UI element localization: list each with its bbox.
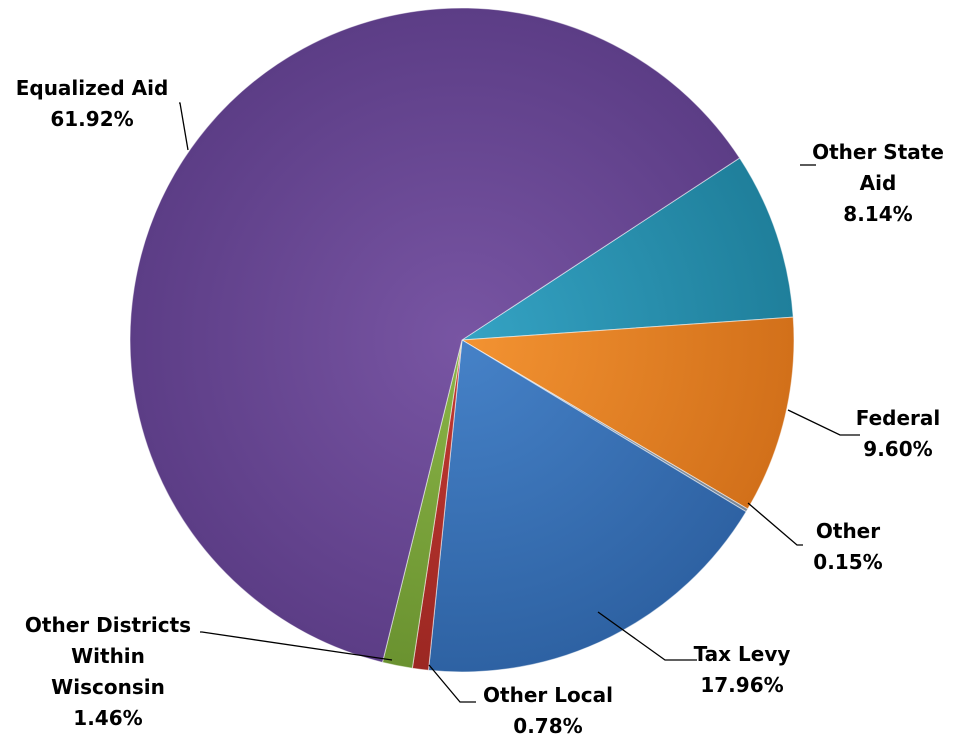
- slice-name-other-state-aid: Aid: [860, 171, 897, 195]
- slice-label-equalized-aid: Equalized Aid 61.92%: [16, 76, 169, 131]
- leader-line-other-districts-within-wisconsin: [200, 631, 393, 661]
- leader-line-federal: [787, 409, 860, 436]
- leader-lines: [179, 102, 860, 703]
- slice-label-federal: Federal 9.60%: [856, 406, 941, 461]
- slice-value-other: 0.15%: [813, 550, 882, 574]
- pie-slice-federal: [460, 316, 795, 510]
- slice-value-tax-levy: 17.96%: [700, 673, 783, 697]
- leader-line-other: [747, 502, 803, 546]
- pie-slice-tax-levy: [427, 339, 747, 673]
- slice-name-other-local: Other Local: [483, 683, 613, 707]
- slice-label-other: Other 0.15%: [813, 519, 882, 574]
- slice-name-federal: Federal: [856, 406, 941, 430]
- pie-slice-other-state-aid: [460, 157, 794, 341]
- slice-value-federal: 9.60%: [863, 437, 932, 461]
- slice-label-other-districts-within-wisconsin: Other Districts Within Wisconsin 1.46%: [25, 613, 191, 730]
- slice-name-other: Other: [816, 519, 880, 543]
- slice-name-other-districts-within-wisconsin: Within: [71, 644, 145, 668]
- slice-label-other-state-aid: Other State Aid 8.14%: [812, 140, 944, 226]
- leader-line-tax-levy: [597, 611, 697, 661]
- slice-label-other-local: Other Local 0.78%: [483, 683, 613, 738]
- slice-name-tax-levy: Tax Levy: [694, 642, 791, 666]
- leader-line-other-local: [428, 664, 476, 703]
- slice-name-equalized-aid: Equalized Aid: [16, 76, 169, 100]
- pie-slice-equalized-aid: [129, 7, 741, 663]
- slice-value-other-districts-within-wisconsin: 1.46%: [73, 706, 142, 730]
- slice-value-other-state-aid: 8.14%: [843, 202, 912, 226]
- slice-label-tax-levy: Tax Levy 17.96%: [694, 642, 791, 697]
- slice-labels: Other State Aid 8.14% Federal 9.60% Other 0.15…: [16, 76, 944, 738]
- slice-name-other-state-aid: Other State: [812, 140, 944, 164]
- slice-value-equalized-aid: 61.92%: [50, 107, 133, 131]
- pie-slices: [129, 7, 795, 673]
- slice-value-other-local: 0.78%: [513, 714, 582, 738]
- slice-name-other-districts-within-wisconsin: Other Districts: [25, 613, 191, 637]
- leader-line-equalized-aid: [179, 102, 189, 151]
- slice-name-other-districts-within-wisconsin: Wisconsin: [51, 675, 165, 699]
